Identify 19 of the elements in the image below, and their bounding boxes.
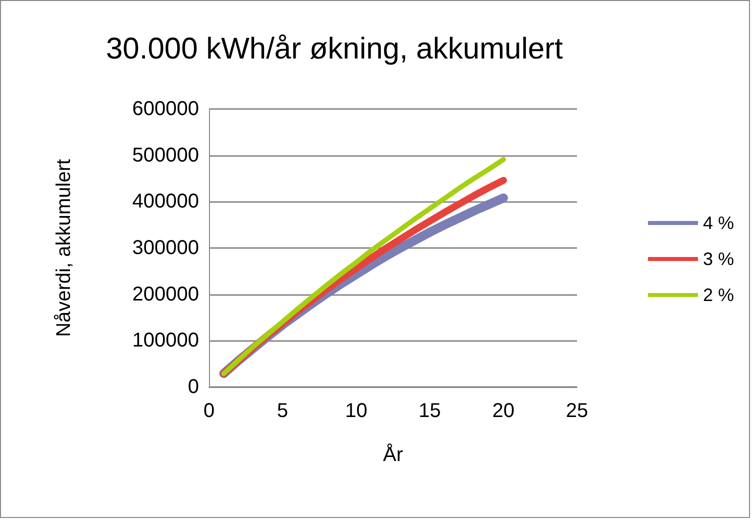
y-axis-title: Nåverdi, akkumulert bbox=[53, 158, 75, 337]
y-tick-label: 300000 bbox=[132, 237, 199, 259]
x-tick-label: 25 bbox=[566, 400, 588, 422]
legend-label: 3 % bbox=[702, 249, 734, 269]
y-tick-label: 500000 bbox=[132, 144, 199, 166]
x-tick-label: 5 bbox=[277, 400, 288, 422]
y-tick-label: 0 bbox=[188, 376, 199, 398]
legend-label: 4 % bbox=[702, 213, 734, 233]
x-tick-label: 20 bbox=[492, 400, 515, 422]
y-tick-label: 600000 bbox=[132, 98, 199, 120]
y-tick-label: 200000 bbox=[132, 283, 199, 306]
x-tick-label: 15 bbox=[418, 400, 441, 422]
x-axis-title: År bbox=[383, 443, 404, 466]
y-tick-label: 100000 bbox=[132, 330, 199, 352]
legend-label: 2 % bbox=[702, 285, 734, 305]
x-tick-label: 10 bbox=[345, 400, 368, 422]
y-tick-label: 400000 bbox=[132, 190, 199, 213]
chart-title: 30.000 kWh/år økning, akkumulert bbox=[106, 32, 564, 66]
x-tick-label: 0 bbox=[203, 400, 215, 422]
